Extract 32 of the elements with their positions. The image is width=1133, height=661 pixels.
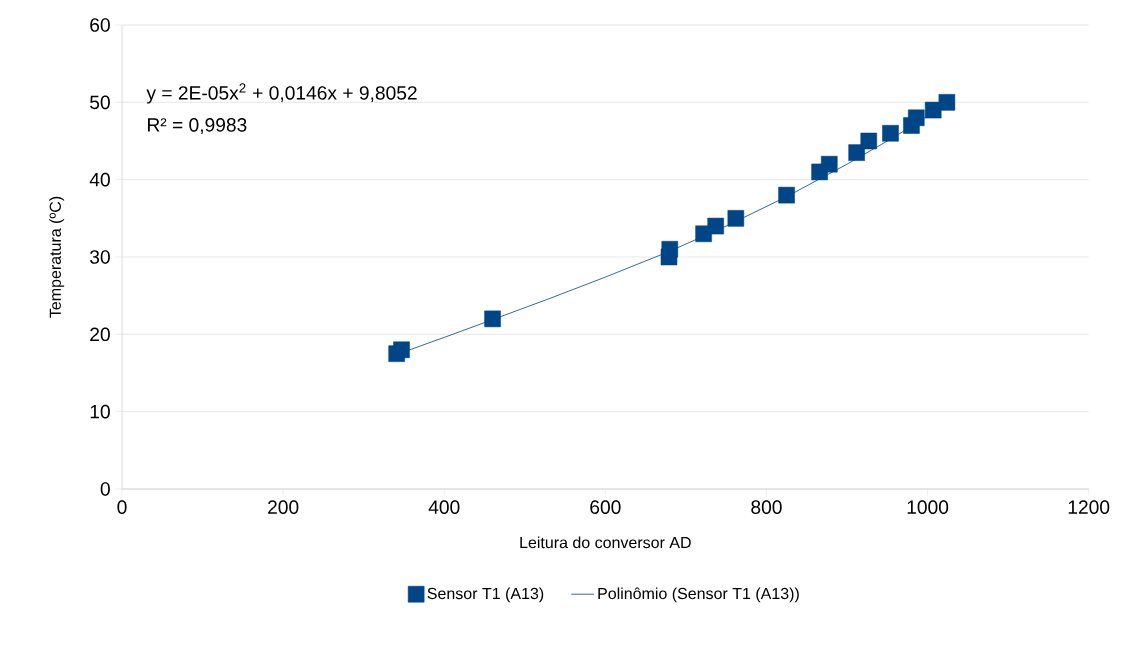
x-tick-label: 600 [590,500,621,514]
point [778,186,795,204]
point [848,144,865,161]
x-tick-label: 800 [751,500,782,514]
y-axis-title: Temperatura (ºC) [49,196,65,318]
y-tick-label: 60 [90,18,110,32]
x-tick-label: 1000 [907,500,949,514]
point [707,217,724,235]
point [860,132,878,150]
point [484,310,501,328]
x-tick-label: 400 [428,500,460,514]
point [393,341,410,359]
y-tick-label: 40 [89,172,110,187]
x-axis-title: Leitura do conversor AD [520,536,691,549]
annotation: R² = 0,9983 [148,118,247,134]
legend-label: Sensor T1 (A13) [427,587,544,603]
x-tick-label: 1200 [1068,500,1110,514]
y-tick-label: 20 [90,327,110,342]
point [882,125,899,142]
legend-label: Polinômio (Sensor T1 (A13)) [598,587,799,603]
x-tick-label: 0 [117,500,127,514]
point [938,94,956,111]
annotation: y = 2E-05x$^{2}$ + 0,0146x + 9,8052 [146,83,417,104]
y-tick-label: 10 [90,404,110,419]
y-tick-label: 0 [100,482,110,496]
point [821,155,838,173]
point [908,109,925,127]
point [727,210,745,227]
y-tick-label: 30 [90,250,110,264]
x-tick-label: 200 [268,500,299,514]
y-tick-label: 50 [90,95,110,110]
point [661,240,679,258]
